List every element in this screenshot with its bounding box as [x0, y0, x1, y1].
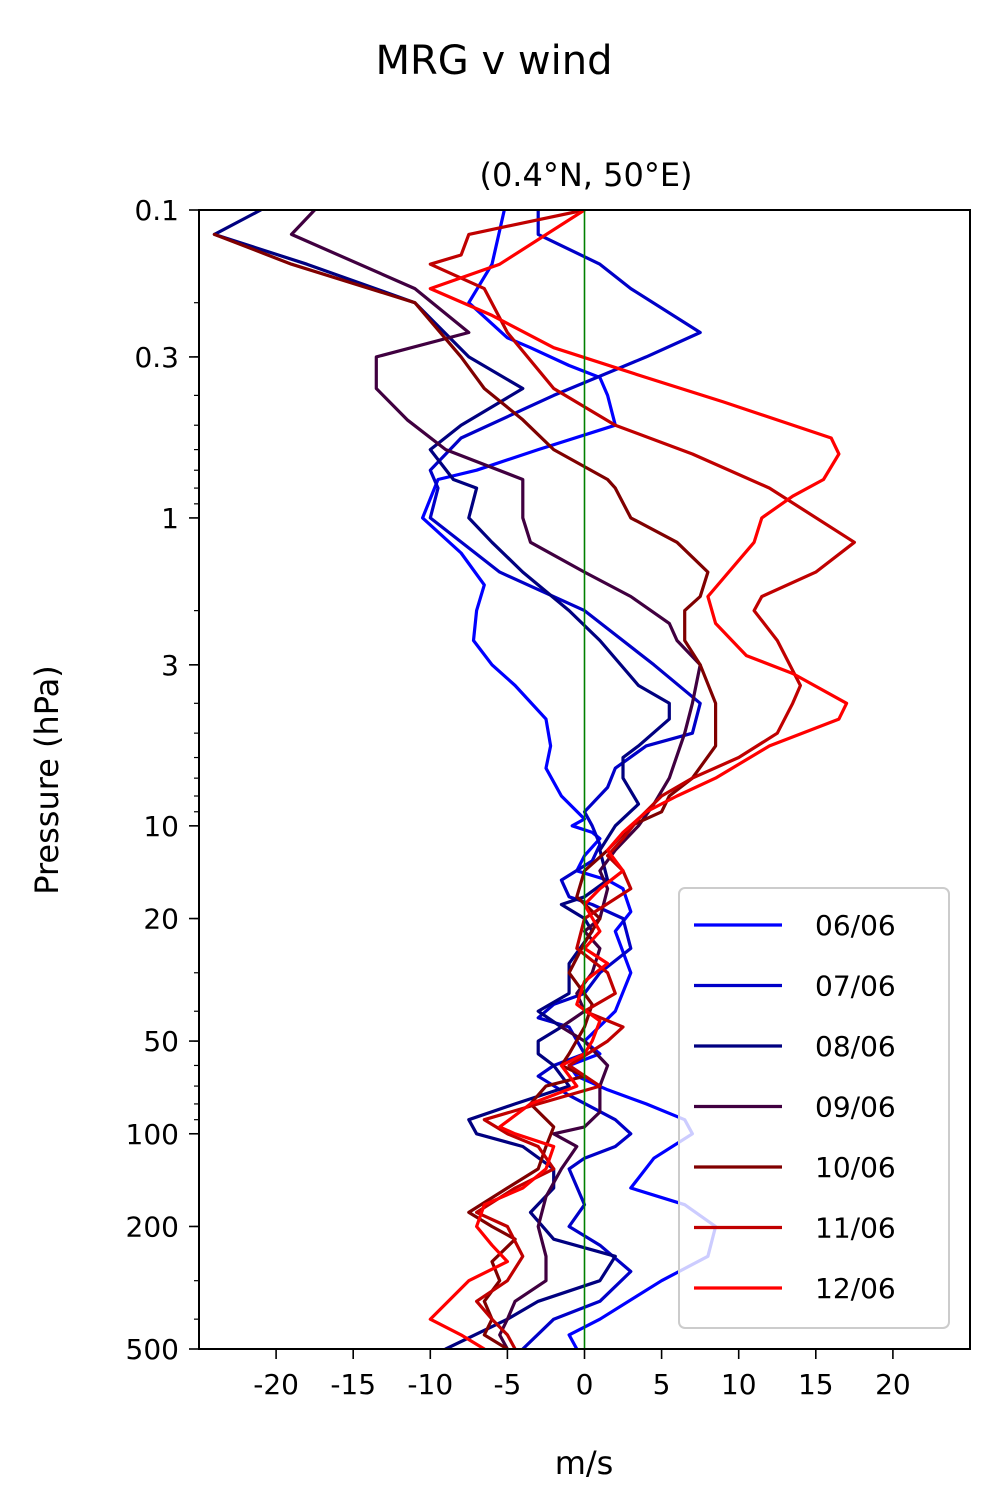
x-tick-label: 20	[875, 1368, 911, 1401]
x-tick-label: 0	[576, 1368, 594, 1401]
legend-label: 06/06	[815, 909, 896, 942]
y-axis-ticks: 0.1 0.3 1 3 10 20 50 100 200 500	[126, 194, 199, 1366]
y-tick-label: 3	[161, 649, 179, 682]
x-tick-label: 15	[798, 1368, 834, 1401]
x-tick-label: 5	[653, 1368, 671, 1401]
x-tick-label: -5	[493, 1368, 521, 1401]
series-line-06-06	[421, 210, 718, 1349]
series-layer	[212, 210, 856, 1349]
legend-label: 07/06	[815, 970, 896, 1003]
legend-box	[678, 887, 950, 1329]
x-axis-label: m/s	[555, 1444, 614, 1482]
legend-label: 12/06	[815, 1272, 896, 1305]
y-tick-label: 1	[161, 502, 179, 535]
y-tick-label: 100	[126, 1118, 179, 1151]
legend-label: 09/06	[815, 1091, 896, 1124]
y-axis-label: Pressure (hPa)	[28, 665, 66, 895]
y-tick-label: 0.1	[134, 194, 179, 227]
series-line-12-06	[428, 210, 849, 1349]
y-tick-label: 10	[143, 810, 179, 843]
legend-items: 06/06 07/06 08/06 09/06 10/06 11/06 12/06	[694, 909, 896, 1305]
legend-label: 11/06	[815, 1212, 896, 1245]
series-line-09-06	[289, 210, 702, 1349]
legend: 06/06 07/06 08/06 09/06 10/06 11/06 12/06	[678, 887, 950, 1329]
x-tick-label: -10	[407, 1368, 453, 1401]
chart-subtitle: (0.4°N, 50°E)	[479, 156, 692, 194]
legend-label: 10/06	[815, 1151, 896, 1184]
y-tick-label: 500	[126, 1333, 179, 1366]
chart-title: MRG v wind	[376, 38, 613, 84]
y-tick-label: 0.3	[134, 341, 179, 374]
x-axis-ticks: -20 -15 -10 -5 0 5 10 15 20	[253, 1349, 911, 1401]
x-tick-label: 10	[721, 1368, 757, 1401]
series-line-10-06	[212, 232, 718, 1349]
y-tick-label: 50	[143, 1025, 179, 1058]
x-tick-label: -15	[330, 1368, 376, 1401]
y-tick-label: 200	[126, 1210, 179, 1243]
x-tick-label: -20	[253, 1368, 299, 1401]
legend-label: 08/06	[815, 1030, 896, 1063]
y-tick-label: 20	[143, 903, 179, 936]
